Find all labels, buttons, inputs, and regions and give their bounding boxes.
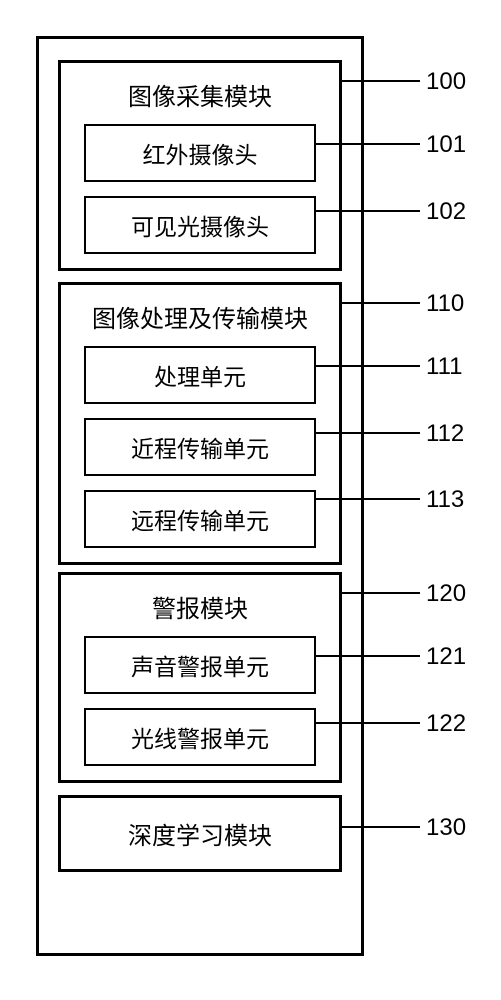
ref-number: 121 (426, 643, 466, 671)
lead-line (316, 432, 420, 434)
module-alarm: 警报模块 声音警报单元 光线警报单元 (58, 572, 342, 783)
sub-item-near-transmission: 近程传输单元 (84, 418, 316, 476)
sub-item-sound-alarm: 声音警报单元 (84, 636, 316, 694)
ref-number: 110 (426, 290, 464, 318)
module-image-acquisition: 图像采集模块 红外摄像头 可见光摄像头 (58, 60, 342, 271)
module-title: 警报模块 (61, 575, 339, 636)
lead-line (316, 722, 420, 724)
ref-number: 130 (426, 814, 466, 842)
sub-item-visible-camera: 可见光摄像头 (84, 196, 316, 254)
lead-line (342, 592, 420, 594)
ref-number: 112 (426, 420, 464, 448)
sub-item-processing-unit: 处理单元 (84, 346, 316, 404)
ref-number: 102 (426, 198, 466, 226)
lead-line (342, 302, 420, 304)
lead-line (316, 365, 420, 367)
module-title: 图像处理及传输模块 (61, 285, 339, 346)
module-image-processing: 图像处理及传输模块 处理单元 近程传输单元 远程传输单元 (58, 282, 342, 565)
lead-line (342, 826, 420, 828)
module-title: 图像采集模块 (61, 63, 339, 124)
ref-number: 122 (426, 710, 466, 738)
module-deep-learning: 深度学习模块 (58, 795, 342, 872)
ref-number: 111 (426, 353, 462, 381)
sub-item-remote-transmission: 远程传输单元 (84, 490, 316, 548)
lead-line (316, 143, 420, 145)
ref-number: 120 (426, 580, 466, 608)
ref-number: 100 (426, 68, 466, 96)
ref-number: 101 (426, 131, 466, 159)
ref-number: 113 (426, 486, 464, 514)
sub-item-light-alarm: 光线警报单元 (84, 708, 316, 766)
lead-line (316, 498, 420, 500)
lead-line (316, 655, 420, 657)
sub-item-infrared-camera: 红外摄像头 (84, 124, 316, 182)
lead-line (316, 210, 420, 212)
lead-line (342, 80, 420, 82)
